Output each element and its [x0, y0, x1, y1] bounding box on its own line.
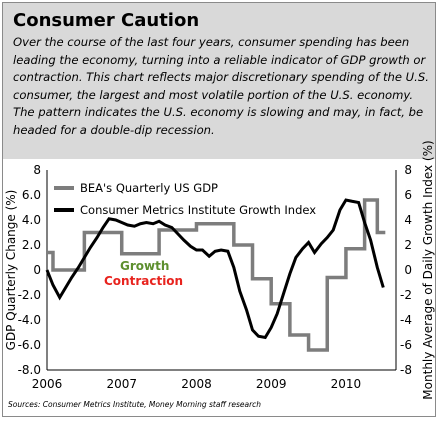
gdp-series-line	[47, 198, 386, 352]
y2-tick-label: -4	[400, 313, 412, 327]
y2-tick-label: 0	[404, 263, 412, 277]
y2-axis-label: Monthly Average of Daily Growth Index (%…	[421, 140, 435, 399]
y-tick-label: 4.0	[22, 213, 41, 227]
y-tick-label: 0	[33, 263, 41, 277]
y2-tick-label: 6	[404, 188, 412, 202]
growth-index-series-line	[45, 198, 385, 340]
y2-tick-label: 4	[404, 213, 412, 227]
x-tick-label: 2006	[32, 377, 63, 391]
legend-label-index: Consumer Metrics Institute Growth Index	[80, 203, 316, 217]
y2-tick-label: 8	[404, 163, 412, 177]
page-title: Consumer Caution	[13, 10, 200, 31]
x-tick-label: 2010	[331, 377, 362, 391]
y2-tick-label: -8	[400, 363, 412, 377]
growth-annotation: Growth	[120, 259, 169, 273]
y-tick-label: -8.0	[18, 363, 41, 377]
x-tick-labels: 2006 2007 2008 2009 2010	[32, 377, 361, 391]
legend-label-gdp: BEA's Quarterly US GDP	[80, 181, 218, 195]
y-tick-label: -6.0	[18, 338, 41, 352]
y-tick-label: 6.0	[22, 188, 41, 202]
y-tick-label: 2.0	[22, 238, 41, 252]
y2-tick-label: 2	[404, 238, 412, 252]
chart-description: Over the course of the last four years, …	[13, 35, 429, 137]
x-tick-label: 2009	[256, 377, 287, 391]
source-note: Sources: Consumer Metrics Institute, Mon…	[8, 400, 261, 409]
y-tick-labels: 8 6.0 4.0 2.0 0 -2.0 -4.0 -6.0 -8.0	[18, 163, 41, 377]
legend: BEA's Quarterly US GDP Consumer Metrics …	[54, 181, 316, 217]
y2-tick-label: -6	[400, 338, 412, 352]
y-tick-label: -2.0	[18, 288, 41, 302]
chart-series	[45, 198, 386, 352]
contraction-annotation: Contraction	[104, 274, 183, 288]
chart-axes	[46, 170, 397, 371]
x-tick-label: 2007	[106, 377, 137, 391]
y-tick-label: -4.0	[18, 313, 41, 327]
header-panel: Consumer Caution Over the course of the …	[3, 3, 435, 159]
y2-tick-label: -2	[400, 288, 412, 302]
y-tick-label: 8	[33, 163, 41, 177]
y2-tick-labels: 8 6 4 2 0 -2 -4 -6 -8	[400, 163, 412, 377]
x-tick-label: 2008	[181, 377, 212, 391]
y-axis-label: GDP Quarterly Change (%)	[4, 190, 18, 351]
